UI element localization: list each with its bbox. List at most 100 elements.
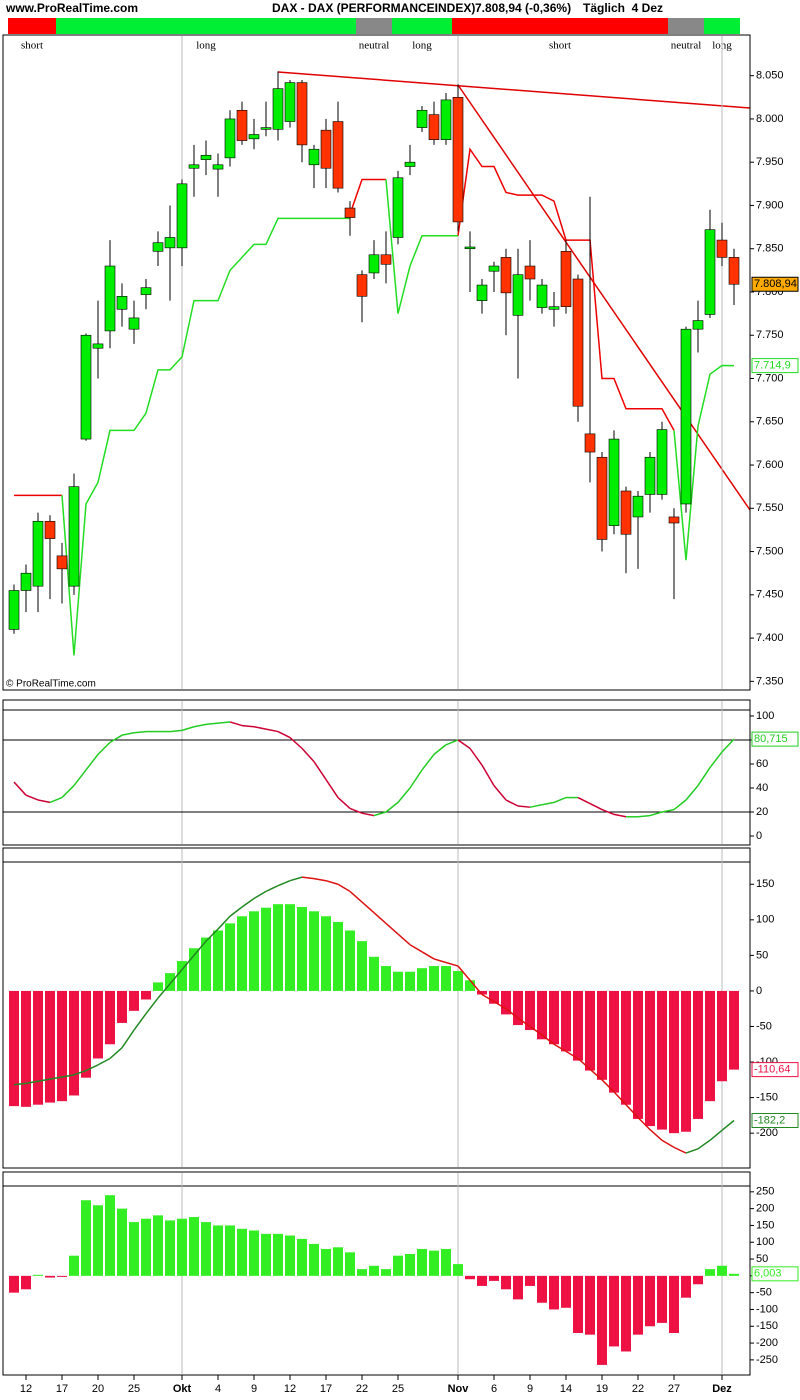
candle-body [440,99,452,140]
histogram-bar [129,1222,139,1276]
candle-body [464,246,476,250]
indicator-segment [97,1057,111,1066]
panel-frame [2,847,751,1169]
value-box [751,276,799,292]
histogram-bar [321,916,331,991]
panel-frame [2,699,751,846]
indicator-segment [685,1148,699,1154]
x-tick-label: 25 [128,1383,140,1395]
candle-body [548,306,560,310]
y-tick-label: 20 [756,806,768,818]
histogram-bar [21,990,31,1107]
indicator-segment [685,785,699,801]
histogram-bar [705,990,715,1102]
histogram-bar [105,990,115,1045]
histogram-bar [729,990,739,1070]
indicator-segment [469,979,483,995]
y-tick-label: 7.350 [756,675,784,687]
histogram-bar [597,990,607,1080]
histogram-bar [477,1275,487,1286]
indicator-segment [373,912,387,924]
value-box [751,731,799,747]
histogram-bar [201,937,211,991]
histogram-bar [165,973,175,991]
candle-body [560,251,572,307]
stop-line [385,179,458,314]
y-tick-label: -50 [756,1287,772,1299]
histogram-bar [417,1248,427,1276]
y-tick-label: 7.650 [756,416,784,428]
candle-body [272,88,284,130]
indicator-segment [241,897,255,908]
indicator-segment [361,901,375,914]
indicator-segment [433,958,447,964]
value-box [751,1266,799,1282]
indicator-segment [469,747,483,766]
candle-body [536,284,548,308]
x-tick-label: 22 [632,1383,644,1395]
indicator-segment [529,804,543,808]
indicator-segment [601,808,615,816]
y-tick-label: 50 [756,1253,768,1265]
x-tick-label: 22 [356,1383,368,1395]
histogram-bar [285,904,295,991]
candle-body [428,114,440,140]
candle-body [524,265,536,280]
y-tick-label: 150 [756,878,774,890]
candle-body [668,516,680,524]
indicator-segment [241,724,255,728]
indicator-segment [349,807,363,814]
candle-body [116,296,128,310]
candle-body [392,177,404,238]
candle-body [716,239,728,258]
indicator-segment [253,890,267,900]
watermark: © ProRealTime.com [6,679,96,690]
histogram-bar [57,990,67,1102]
indicator-segment [421,951,435,960]
histogram-bar [717,990,727,1082]
histogram-bar [633,1275,643,1335]
histogram-bar [537,1275,547,1303]
indicator-segment [229,721,243,727]
candle-body [56,555,68,570]
indicator-segment [73,1069,87,1076]
indicator-segment [193,723,207,728]
indicator-segment [193,940,207,956]
indicator-segment [601,1079,615,1093]
x-tick-label: 12 [20,1383,32,1395]
value-box [751,1062,799,1078]
indicator-segment [613,813,627,818]
histogram-bar [45,1275,55,1278]
x-tick-label: 14 [560,1383,572,1395]
y-tick-label: 40 [756,782,768,794]
histogram-bar [477,990,487,995]
indicator-segment [325,779,339,799]
candle-body [248,134,260,140]
histogram-bar [489,1275,499,1281]
value-label: 7.808,94 [754,278,797,290]
histogram-bar [657,1275,667,1323]
indicator-segment [253,726,267,730]
indicator-segment [133,1013,147,1031]
candle-body [368,254,380,274]
indicator-segment [625,1104,639,1119]
indicator-segment [289,876,303,882]
candle-body [380,254,392,265]
histogram-bar [561,1275,571,1308]
indicator-segment [589,802,603,811]
indicator-segment [457,739,471,749]
candle-body [476,284,488,301]
indicator-segment [229,906,243,917]
period: Täglich 4 Dez [583,1,663,15]
indicator-segment [49,1076,63,1080]
indicator-segment [181,954,195,971]
y-tick-label: 7.850 [756,243,784,255]
candle-body [308,148,320,166]
histogram-bar [609,990,619,1093]
histogram-bar [81,1200,91,1276]
y-tick-label: 250 [756,1186,774,1198]
y-tick-label: 0 [756,830,762,842]
histogram-bar [381,966,391,991]
candle-body [260,127,272,130]
panel-frame [2,34,751,691]
